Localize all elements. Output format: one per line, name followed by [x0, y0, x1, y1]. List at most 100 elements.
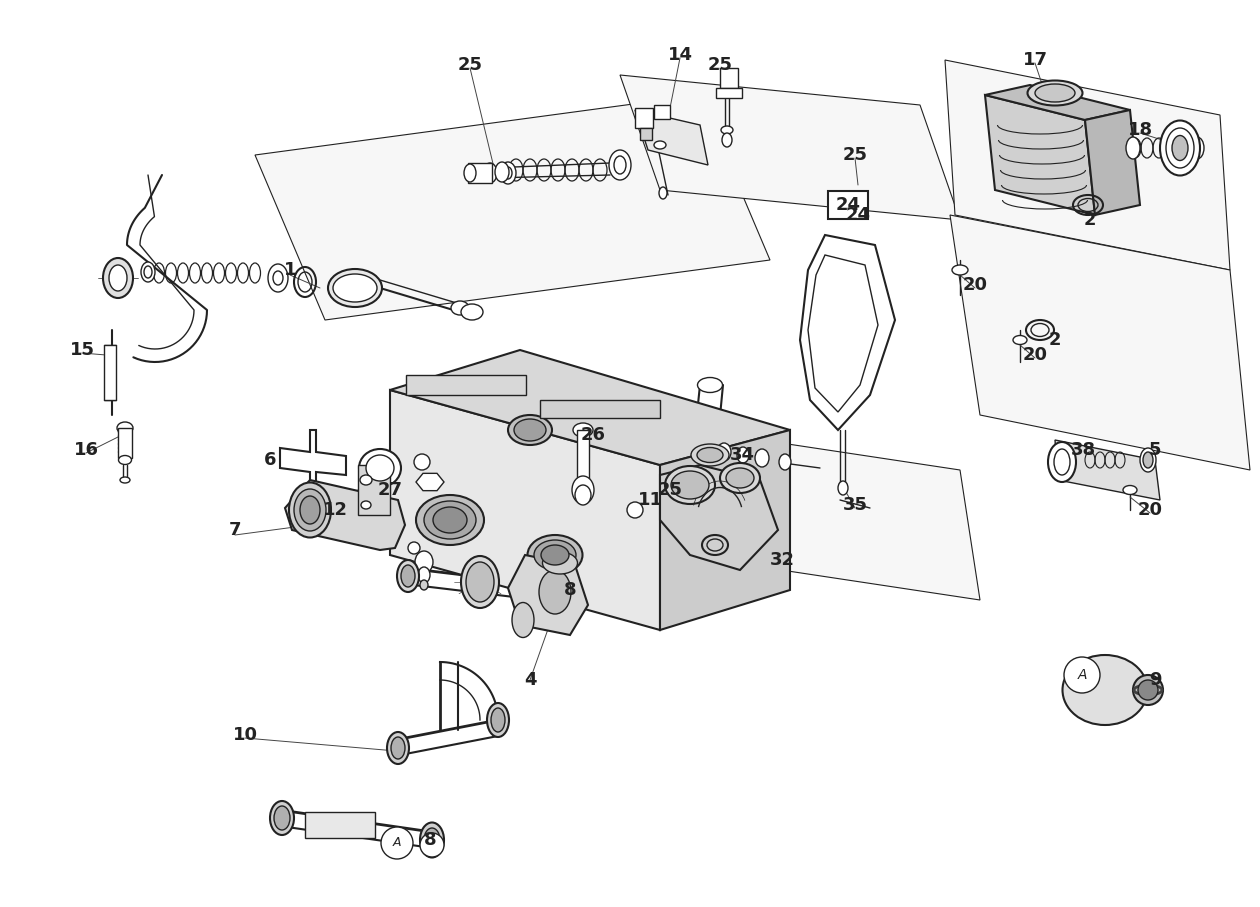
- Text: 24: 24: [845, 206, 871, 224]
- Ellipse shape: [1133, 675, 1163, 705]
- Circle shape: [627, 502, 643, 518]
- Polygon shape: [508, 555, 588, 635]
- Ellipse shape: [528, 535, 582, 575]
- Bar: [305, 812, 375, 838]
- Polygon shape: [635, 110, 708, 165]
- Text: 16: 16: [73, 441, 98, 459]
- Polygon shape: [985, 85, 1130, 120]
- Bar: [406, 375, 525, 395]
- Ellipse shape: [719, 463, 760, 493]
- Ellipse shape: [117, 422, 134, 434]
- Ellipse shape: [1123, 485, 1137, 494]
- Ellipse shape: [1166, 128, 1194, 168]
- Bar: [118, 428, 132, 458]
- Ellipse shape: [572, 476, 593, 504]
- Ellipse shape: [1013, 336, 1027, 345]
- Ellipse shape: [268, 264, 289, 292]
- Ellipse shape: [953, 265, 968, 275]
- Ellipse shape: [500, 162, 517, 184]
- Text: 6: 6: [263, 451, 276, 469]
- Ellipse shape: [1126, 137, 1140, 159]
- Text: 15: 15: [69, 341, 94, 359]
- Circle shape: [420, 833, 444, 857]
- Ellipse shape: [838, 481, 848, 495]
- Bar: [635, 108, 653, 128]
- Ellipse shape: [141, 262, 155, 282]
- Ellipse shape: [328, 269, 382, 307]
- Ellipse shape: [294, 489, 326, 531]
- Ellipse shape: [614, 156, 626, 174]
- Bar: [654, 105, 670, 119]
- Polygon shape: [255, 95, 770, 320]
- Ellipse shape: [508, 415, 552, 445]
- Ellipse shape: [1189, 137, 1205, 159]
- Text: 17: 17: [1023, 51, 1047, 69]
- Ellipse shape: [539, 570, 571, 614]
- Ellipse shape: [665, 466, 714, 504]
- Text: 10: 10: [233, 726, 257, 744]
- Text: 32: 32: [770, 551, 795, 569]
- Text: 25: 25: [843, 146, 867, 164]
- Text: 26: 26: [581, 426, 606, 444]
- Ellipse shape: [575, 485, 591, 505]
- Text: 2: 2: [1048, 331, 1061, 349]
- Text: 14: 14: [668, 46, 693, 64]
- Ellipse shape: [726, 468, 753, 488]
- Ellipse shape: [779, 454, 791, 470]
- Ellipse shape: [420, 823, 444, 857]
- Ellipse shape: [672, 471, 709, 499]
- Ellipse shape: [698, 377, 722, 393]
- FancyBboxPatch shape: [828, 191, 868, 219]
- Ellipse shape: [401, 565, 415, 587]
- Text: 25: 25: [658, 481, 683, 499]
- Polygon shape: [945, 60, 1230, 270]
- Ellipse shape: [466, 562, 494, 602]
- Ellipse shape: [483, 163, 496, 183]
- Ellipse shape: [659, 187, 667, 199]
- Ellipse shape: [534, 540, 576, 570]
- Text: 8: 8: [563, 581, 576, 599]
- Ellipse shape: [573, 423, 593, 437]
- Ellipse shape: [289, 483, 331, 538]
- Polygon shape: [950, 215, 1250, 470]
- Ellipse shape: [120, 477, 130, 483]
- Ellipse shape: [461, 556, 499, 608]
- Polygon shape: [660, 430, 790, 630]
- Text: A: A: [1077, 668, 1086, 682]
- Ellipse shape: [300, 496, 320, 524]
- Bar: [105, 345, 116, 400]
- Text: 2: 2: [1084, 211, 1096, 229]
- Text: 20: 20: [1023, 346, 1047, 364]
- Ellipse shape: [420, 580, 428, 590]
- Ellipse shape: [534, 564, 576, 620]
- Ellipse shape: [461, 304, 483, 320]
- Polygon shape: [696, 430, 980, 600]
- Text: 12: 12: [323, 501, 348, 519]
- Ellipse shape: [1027, 81, 1082, 105]
- Ellipse shape: [690, 444, 730, 466]
- Text: 18: 18: [1128, 121, 1153, 139]
- Polygon shape: [280, 430, 347, 490]
- Ellipse shape: [737, 447, 748, 463]
- Ellipse shape: [110, 265, 127, 291]
- Text: 4: 4: [524, 671, 537, 689]
- Text: 9: 9: [1149, 671, 1162, 689]
- Ellipse shape: [1140, 448, 1155, 472]
- Ellipse shape: [609, 150, 631, 180]
- Ellipse shape: [451, 301, 469, 315]
- Text: 35: 35: [843, 496, 867, 514]
- Ellipse shape: [270, 801, 294, 835]
- Ellipse shape: [722, 133, 732, 147]
- Bar: [541, 400, 660, 418]
- Ellipse shape: [425, 501, 476, 539]
- Ellipse shape: [273, 806, 290, 830]
- Ellipse shape: [1055, 449, 1070, 475]
- Ellipse shape: [1160, 121, 1200, 175]
- Ellipse shape: [512, 602, 534, 638]
- Bar: [358, 465, 391, 515]
- Text: 5: 5: [1149, 441, 1162, 459]
- Ellipse shape: [397, 560, 420, 592]
- Ellipse shape: [504, 167, 512, 179]
- Circle shape: [1063, 657, 1100, 693]
- Ellipse shape: [391, 737, 404, 759]
